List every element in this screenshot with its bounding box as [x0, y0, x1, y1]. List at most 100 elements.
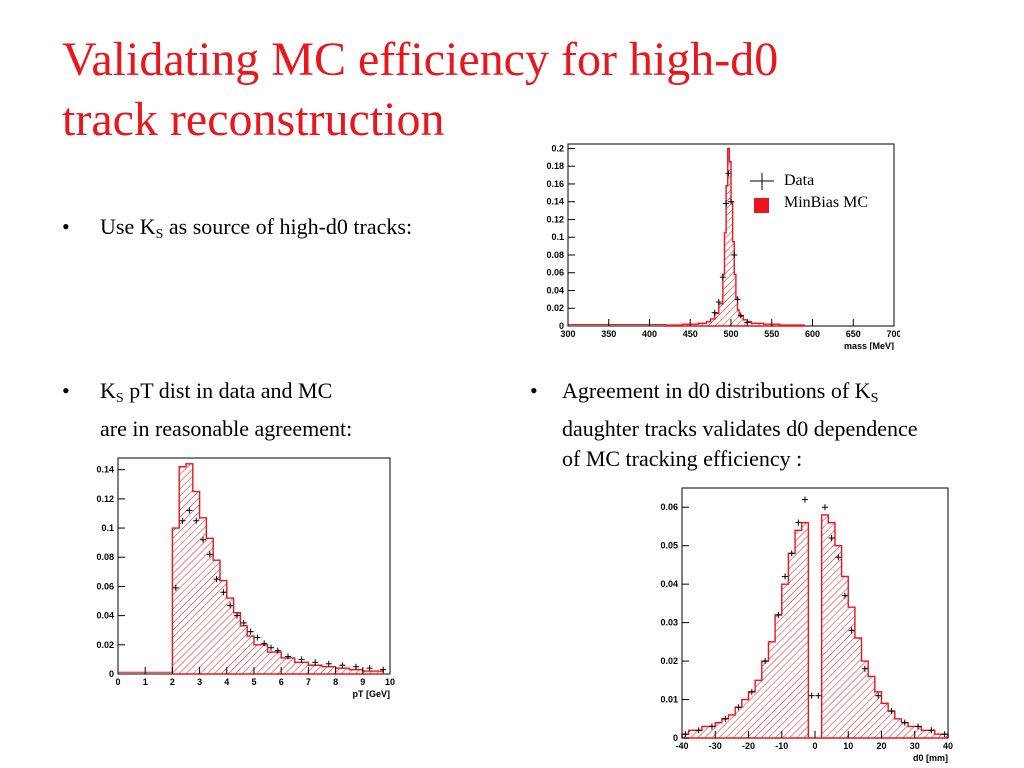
mc-histogram-bars — [171, 463, 384, 675]
x-tick-label: 30 — [910, 741, 920, 751]
x-tick-label: 350 — [601, 329, 616, 339]
bullet-dot: • — [530, 378, 538, 403]
x-tick-label: 3 — [197, 677, 202, 687]
x-tick-label: -30 — [709, 741, 722, 751]
data-point — [941, 731, 948, 738]
x-tick-label: 6 — [279, 677, 284, 687]
data-point — [775, 611, 782, 618]
title-line-2: track reconstruction — [62, 93, 445, 146]
data-point — [815, 692, 822, 699]
legend-data-label: Data — [784, 172, 815, 189]
data-point — [719, 274, 726, 281]
y-tick-label: 0.06 — [546, 268, 564, 278]
data-point — [861, 665, 868, 672]
x-tick-label: 600 — [805, 329, 820, 339]
data-point — [200, 536, 206, 543]
y-tick-label: 0.06 — [96, 581, 114, 591]
y-tick-label: 0.14 — [546, 197, 564, 207]
pt-histogram: 0 1 2 3 4 5 6 7 8 9 10 0 0.02 0.04 0.06 0.08 0.1 0.12 0.14… — [96, 457, 395, 699]
data-point — [220, 589, 227, 596]
x-axis-label: d0 [mm] — [913, 753, 948, 763]
data-point — [227, 602, 234, 609]
x-tick-label: 2 — [170, 677, 175, 687]
y-tick-label: 0.2 — [551, 143, 564, 153]
data-point — [875, 692, 882, 699]
y-tick-label: 0.1 — [101, 523, 114, 533]
data-point — [821, 504, 828, 511]
data-point — [298, 656, 305, 663]
data-point — [380, 666, 387, 673]
y-tick-label: 0.1 — [551, 232, 564, 242]
x-axis-label: mass [MeV] — [844, 341, 894, 350]
data-point — [734, 296, 741, 303]
y-tick-label: 0.02 — [660, 656, 678, 666]
y-tick-label: 0.02 — [96, 640, 114, 650]
data-point — [312, 659, 319, 666]
data-point — [928, 727, 935, 734]
y-tick-label: 0.14 — [96, 465, 114, 475]
y-tick-label: 0.04 — [660, 579, 678, 589]
data-point — [213, 576, 220, 583]
x-tick-label: 450 — [683, 329, 698, 339]
data-marker-icon — [750, 173, 774, 190]
data-point — [808, 692, 815, 699]
data-point — [788, 550, 795, 557]
data-point — [737, 312, 744, 319]
d0-histogram: -40 -30 -20 -10 0 10 20 30 40 0 0.01 0.02 0.03 0.04 0.… — [660, 487, 953, 763]
data-point — [179, 517, 186, 524]
mc-marker-icon — [754, 198, 769, 213]
data-point — [722, 715, 729, 722]
data-point — [841, 592, 848, 599]
data-point — [725, 170, 732, 177]
x-tick-label: 10 — [843, 741, 853, 751]
data-point — [261, 640, 268, 647]
x-tick-label: 20 — [876, 741, 886, 751]
title-line-1: Validating MC efficiency for high-d0 — [62, 33, 779, 86]
bullet1-sub: S — [155, 227, 164, 242]
mass-histogram: 300 350 400 450 500 550 600 650 700 0 0.02 0.04 0.06… — [546, 143, 900, 350]
bullet-dot: • — [62, 214, 70, 239]
y-tick-label: 0.04 — [96, 611, 114, 621]
y-tick-label: 0.05 — [660, 541, 678, 551]
x-tick-label: -40 — [675, 741, 688, 751]
data-point — [234, 612, 240, 619]
data-point — [366, 665, 373, 672]
bullet3-line2: daughter tracks validates d0 dependence — [562, 416, 918, 441]
x-axis-label: pT [GeV] — [353, 689, 391, 699]
y-tick-label: 0.04 — [546, 285, 564, 295]
data-point — [254, 634, 261, 641]
data-point — [731, 251, 738, 258]
x-tick-label: 40 — [943, 741, 953, 751]
y-tick-label: 0.03 — [660, 618, 678, 628]
x-tick-label: 9 — [360, 677, 365, 687]
data-point — [748, 688, 755, 695]
x-tick-label: 5 — [251, 677, 256, 687]
bullet2-sub: S — [115, 391, 124, 406]
data-point — [268, 644, 274, 651]
y-tick-label: 0.12 — [96, 494, 114, 504]
x-tick-label: -10 — [775, 741, 788, 751]
data-point — [762, 658, 769, 665]
data-point — [682, 731, 689, 738]
data-point — [735, 704, 742, 711]
slide-title: Validating MC efficiency for high-d0 tra… — [62, 30, 962, 150]
data-point — [828, 535, 835, 541]
x-tick-label: 550 — [764, 329, 779, 339]
data-point — [888, 708, 895, 715]
x-tick-label: 700 — [886, 329, 900, 339]
x-tick-label: 500 — [723, 329, 738, 339]
bullet2-post: pT dist in data and MC — [123, 378, 333, 403]
bullet3-sub: S — [870, 391, 879, 406]
y-tick-label: 0 — [109, 669, 114, 679]
data-point — [835, 554, 842, 561]
data-point — [795, 519, 802, 526]
data-point — [285, 653, 291, 660]
data-point — [247, 628, 254, 635]
x-tick-label: -20 — [742, 741, 755, 751]
data-point — [274, 647, 281, 654]
data-point — [695, 727, 702, 734]
x-tick-label: 0 — [115, 677, 120, 687]
bullet-dot: • — [62, 378, 70, 403]
data-point — [782, 573, 789, 580]
y-tick-label: 0.06 — [660, 502, 678, 512]
